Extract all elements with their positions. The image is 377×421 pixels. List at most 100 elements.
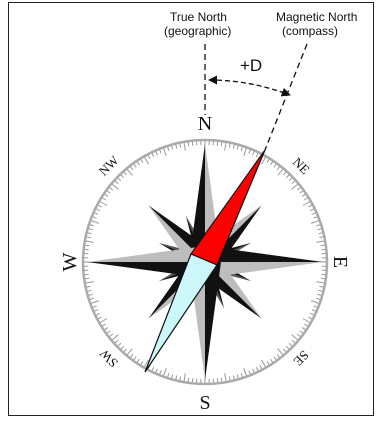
- tick-mark: [311, 309, 316, 312]
- tick-mark: [252, 151, 255, 156]
- tick-mark: [316, 224, 321, 227]
- tick-mark: [111, 334, 119, 341]
- tick-mark: [179, 376, 182, 381]
- tick-mark: [136, 161, 140, 166]
- tick-mark: [99, 201, 108, 206]
- tick-mark: [133, 163, 137, 168]
- tick-mark: [282, 171, 287, 176]
- tick-mark: [299, 330, 304, 334]
- direction-w: W: [59, 252, 81, 271]
- tick-mark: [285, 345, 290, 350]
- tick-mark: [228, 143, 231, 148]
- tick-mark: [92, 216, 97, 219]
- tick-mark: [167, 373, 170, 378]
- tick-mark: [130, 353, 134, 358]
- compass-ticks: [84, 141, 326, 383]
- tick-mark: [171, 145, 174, 150]
- magnetic-north-sublabel: (compass): [282, 24, 339, 38]
- tick-mark: [120, 345, 125, 350]
- tick-mark: [97, 204, 102, 208]
- tick-mark: [86, 236, 91, 239]
- tick-mark: [303, 323, 308, 327]
- tick-mark: [273, 163, 277, 168]
- tick-mark: [126, 348, 133, 356]
- tick-mark: [111, 183, 119, 190]
- tick-mark: [183, 373, 186, 382]
- tick-mark: [96, 208, 101, 212]
- tick-mark: [85, 244, 90, 247]
- tick-mark: [291, 180, 296, 185]
- tick-mark: [320, 277, 325, 280]
- tick-mark: [302, 201, 311, 206]
- tick-mark: [316, 240, 325, 243]
- tick-mark: [102, 323, 107, 327]
- tick-mark: [255, 153, 259, 158]
- tick-mark: [220, 377, 223, 382]
- tick-mark: [144, 156, 149, 165]
- tick-mark: [130, 166, 134, 171]
- tick-mark: [301, 327, 306, 331]
- direction-n: N: [198, 113, 212, 135]
- tick-mark: [316, 297, 321, 300]
- tick-mark: [316, 281, 325, 284]
- tick-mark: [266, 360, 270, 365]
- direction-se: SE: [291, 348, 312, 369]
- rose-point: [87, 246, 205, 262]
- tick-mark: [155, 368, 158, 373]
- tick-mark: [220, 142, 223, 147]
- direction-ne: NE: [290, 154, 313, 177]
- tick-mark: [179, 143, 182, 148]
- tick-mark: [89, 224, 94, 227]
- magnetic-north-line: [264, 43, 308, 151]
- tick-mark: [259, 365, 263, 370]
- tick-mark: [276, 353, 280, 358]
- tick-mark: [91, 300, 99, 304]
- tick-mark: [317, 293, 322, 296]
- tick-mark: [308, 316, 313, 320]
- tick-mark: [308, 204, 313, 208]
- tick-mark: [106, 190, 111, 194]
- tick-mark: [88, 293, 93, 296]
- tick-mark: [291, 339, 296, 344]
- tick-mark: [317, 228, 322, 231]
- tick-mark: [276, 166, 280, 171]
- tick-mark: [187, 377, 190, 382]
- tick-mark: [97, 316, 102, 320]
- tick-mark: [243, 368, 247, 376]
- tick-mark: [88, 228, 93, 231]
- tick-mark: [224, 373, 227, 382]
- tick-mark: [261, 156, 266, 165]
- tick-mark: [303, 197, 308, 201]
- declination-label: +D: [240, 56, 263, 75]
- tick-mark: [299, 190, 304, 194]
- tick-mark: [114, 180, 119, 185]
- tick-mark: [171, 374, 174, 379]
- tick-mark: [167, 146, 170, 151]
- tick-mark: [151, 366, 155, 371]
- tick-mark: [120, 174, 125, 179]
- tick-mark: [288, 342, 293, 347]
- tick-mark: [109, 333, 114, 337]
- tick-mark: [133, 356, 137, 361]
- rose-point: [205, 246, 323, 262]
- tick-mark: [187, 142, 190, 147]
- tick-mark: [318, 289, 323, 292]
- tick-mark: [159, 149, 162, 154]
- tick-mark: [270, 161, 274, 166]
- direction-e: E: [329, 256, 351, 268]
- tick-mark: [277, 168, 284, 176]
- compass-rose-primary: [87, 144, 323, 380]
- tick-mark: [144, 359, 149, 368]
- tick-mark: [296, 187, 301, 191]
- tick-mark: [123, 171, 128, 176]
- tick-mark: [277, 348, 284, 356]
- tick-mark: [248, 370, 251, 375]
- tick-mark: [136, 358, 140, 363]
- tick-mark: [87, 232, 92, 235]
- tick-mark: [252, 368, 255, 373]
- tick-mark: [232, 144, 235, 149]
- tick-mark: [151, 153, 155, 158]
- direction-s: S: [199, 392, 210, 414]
- tick-mark: [109, 187, 114, 191]
